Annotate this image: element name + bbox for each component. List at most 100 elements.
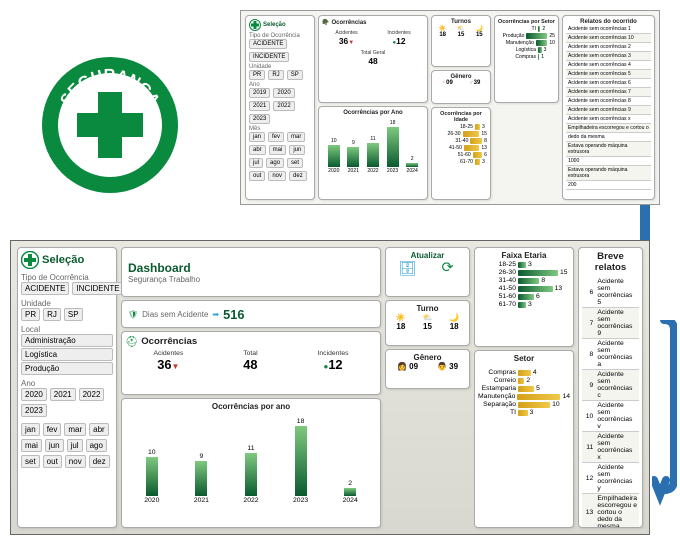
filter-button[interactable]: dez <box>289 171 307 181</box>
table-row[interactable]: Acidente sem ocorrências 5 <box>566 70 651 79</box>
big-total-kpi: Total48 <box>243 350 257 372</box>
filter-button[interactable]: jun <box>289 145 305 155</box>
male-icon: 👨 <box>437 362 447 371</box>
filter-button[interactable]: 2023 <box>21 404 47 417</box>
table-row[interactable]: 1000 <box>566 157 651 166</box>
filter-button[interactable]: dez <box>89 455 110 468</box>
big-dashboard-subtitle: Segurança Trabalho <box>128 275 200 284</box>
hbar-row: 31-408 <box>478 277 570 284</box>
table-row[interactable]: Empilhadeira escorregou e cortou o <box>566 124 651 133</box>
filter-button[interactable]: 2021 <box>249 101 270 111</box>
filter-button[interactable]: INCIDENTE <box>249 52 289 62</box>
filter-button[interactable]: PR <box>249 70 265 80</box>
table-row[interactable]: Acidente sem ocorrências 2 <box>566 43 651 52</box>
filter-button[interactable]: mai <box>269 145 287 155</box>
filter-button[interactable]: Produção <box>21 362 113 375</box>
mini-ocorrencias-panel: 🪖Ocorrências Acidentes 36▼ Incidentes ●1… <box>318 15 428 103</box>
hbar-row: 61-703 <box>435 159 487 165</box>
filter-button[interactable]: ago <box>86 439 107 452</box>
filter-button[interactable]: PR <box>21 308 40 321</box>
big-selecao-title: Seleção <box>42 254 84 266</box>
filter-button[interactable]: jan <box>249 132 265 142</box>
moon-icon: 🌙 <box>476 25 483 32</box>
filter-button[interactable]: jun <box>45 439 64 452</box>
filter-button[interactable]: 2021 <box>50 388 76 401</box>
table-row[interactable]: Acidente sem ocorrências 8 <box>566 97 651 106</box>
filter-button[interactable]: ACIDENTE <box>21 282 69 295</box>
table-row[interactable]: Acidente sem ocorrências 9 <box>566 106 651 115</box>
filter-button[interactable]: 2020 <box>21 388 47 401</box>
filter-button[interactable]: nov <box>268 171 286 181</box>
table-row[interactable]: Estava operando máquina extrusora <box>566 142 651 157</box>
filter-button[interactable]: ago <box>266 158 284 168</box>
filter-button[interactable]: SP <box>64 308 83 321</box>
filter-button[interactable]: fev <box>268 132 284 142</box>
table-row[interactable]: 8Acidente sem ocorrências a <box>582 339 639 370</box>
hbar-row: Manutenção10 <box>498 40 555 46</box>
filter-button[interactable]: out <box>43 455 62 468</box>
table-row[interactable]: Acidente sem ocorrências x <box>566 115 651 124</box>
filter-button[interactable]: mai <box>21 439 42 452</box>
filter-button[interactable]: jul <box>249 158 263 168</box>
filter-button[interactable]: fev <box>43 423 62 436</box>
filter-button[interactable]: ACIDENTE <box>249 39 287 49</box>
cross-icon <box>249 19 261 31</box>
filter-button[interactable]: 2023 <box>249 114 270 124</box>
table-row[interactable]: Acidente sem ocorrências 3 <box>566 52 651 61</box>
big-turno-title: Turno <box>389 304 466 313</box>
table-row[interactable]: 6Acidente sem ocorrências 5 <box>582 277 639 308</box>
filter-button[interactable]: jan <box>21 423 40 436</box>
table-row[interactable]: Acidente sem ocorrências 6 <box>566 79 651 88</box>
filter-button[interactable]: 2022 <box>79 388 105 401</box>
hbar-row: Separação10 <box>478 401 570 408</box>
hbar-row: 18-253 <box>478 261 570 268</box>
big-setor-panel: Setor Compras4Correio2Estamparia5Manuten… <box>474 350 574 528</box>
big-atualizar-panel[interactable]: Atualizar 🗄 ⟳ <box>385 247 470 297</box>
filter-button[interactable]: SP <box>287 70 303 80</box>
mini-setor-title: Ocorrências por Setor <box>498 19 555 25</box>
safety-logo: SEGURANÇA DO TRABALHO <box>35 50 185 200</box>
mini-acidentes-kpi: Acidentes 36▼ <box>335 30 357 46</box>
big-ano-label: Ano <box>21 379 113 388</box>
filter-button[interactable]: abr <box>89 423 109 436</box>
table-row[interactable]: Acidente sem ocorrências 10 <box>566 34 651 43</box>
filter-button[interactable]: 2022 <box>273 101 294 111</box>
table-row[interactable]: Acidente sem ocorrências 1 <box>566 25 651 34</box>
filter-button[interactable]: set <box>21 455 40 468</box>
filter-button[interactable]: Logística <box>21 348 113 361</box>
table-row[interactable]: Acidente sem ocorrências 4 <box>566 61 651 70</box>
big-acidentes-kpi: Acidentes36▼ <box>153 350 183 372</box>
refresh-icon: ⟳ <box>429 260 466 277</box>
table-row[interactable]: 13Empilhadeira escorregou e cortou o ded… <box>582 494 639 529</box>
filter-button[interactable]: abr <box>249 145 266 155</box>
sun-icon: ☀️ <box>439 25 446 32</box>
filter-button[interactable]: Administração <box>21 334 113 347</box>
filter-button[interactable]: mar <box>287 132 305 142</box>
filter-button[interactable]: nov <box>65 455 86 468</box>
hbar-row: 31-408 <box>435 138 487 144</box>
filter-button[interactable]: 2019 <box>249 88 270 98</box>
hbar-row: Compras1 <box>498 54 555 60</box>
big-dashboard-title: Dashboard <box>128 261 200 275</box>
filter-button[interactable]: INCIDENTE <box>72 282 123 295</box>
filter-button[interactable]: out <box>249 171 265 181</box>
mini-relatos-panel: Relatos do ocorrido Acidente sem ocorrên… <box>562 15 655 200</box>
table-row[interactable]: 7Acidente sem ocorrências 9 <box>582 308 639 339</box>
table-row[interactable]: Acidente sem ocorrências 7 <box>566 88 651 97</box>
filter-button[interactable]: set <box>287 158 303 168</box>
filter-button[interactable]: mar <box>64 423 86 436</box>
bar: 102020 <box>144 449 159 504</box>
filter-button[interactable]: 2020 <box>273 88 294 98</box>
table-row[interactable]: 11Acidente sem ocorrências x <box>582 432 639 463</box>
table-row[interactable]: 200 <box>566 181 651 190</box>
filter-button[interactable]: RJ <box>268 70 283 80</box>
table-row[interactable]: 9Acidente sem ocorrências c <box>582 370 639 401</box>
filter-button[interactable]: RJ <box>43 308 61 321</box>
mini-poridade-title: Ocorrências por Idade <box>435 111 487 123</box>
table-row[interactable]: dedo da mesma <box>566 133 651 142</box>
table-row[interactable]: 12Acidente sem ocorrências y <box>582 463 639 494</box>
table-row[interactable]: 10Acidente sem ocorrências v <box>582 401 639 432</box>
hbar-row: 51-606 <box>478 293 570 300</box>
filter-button[interactable]: jul <box>67 439 83 452</box>
table-row[interactable]: Estava operando máquina extrusora <box>566 166 651 181</box>
